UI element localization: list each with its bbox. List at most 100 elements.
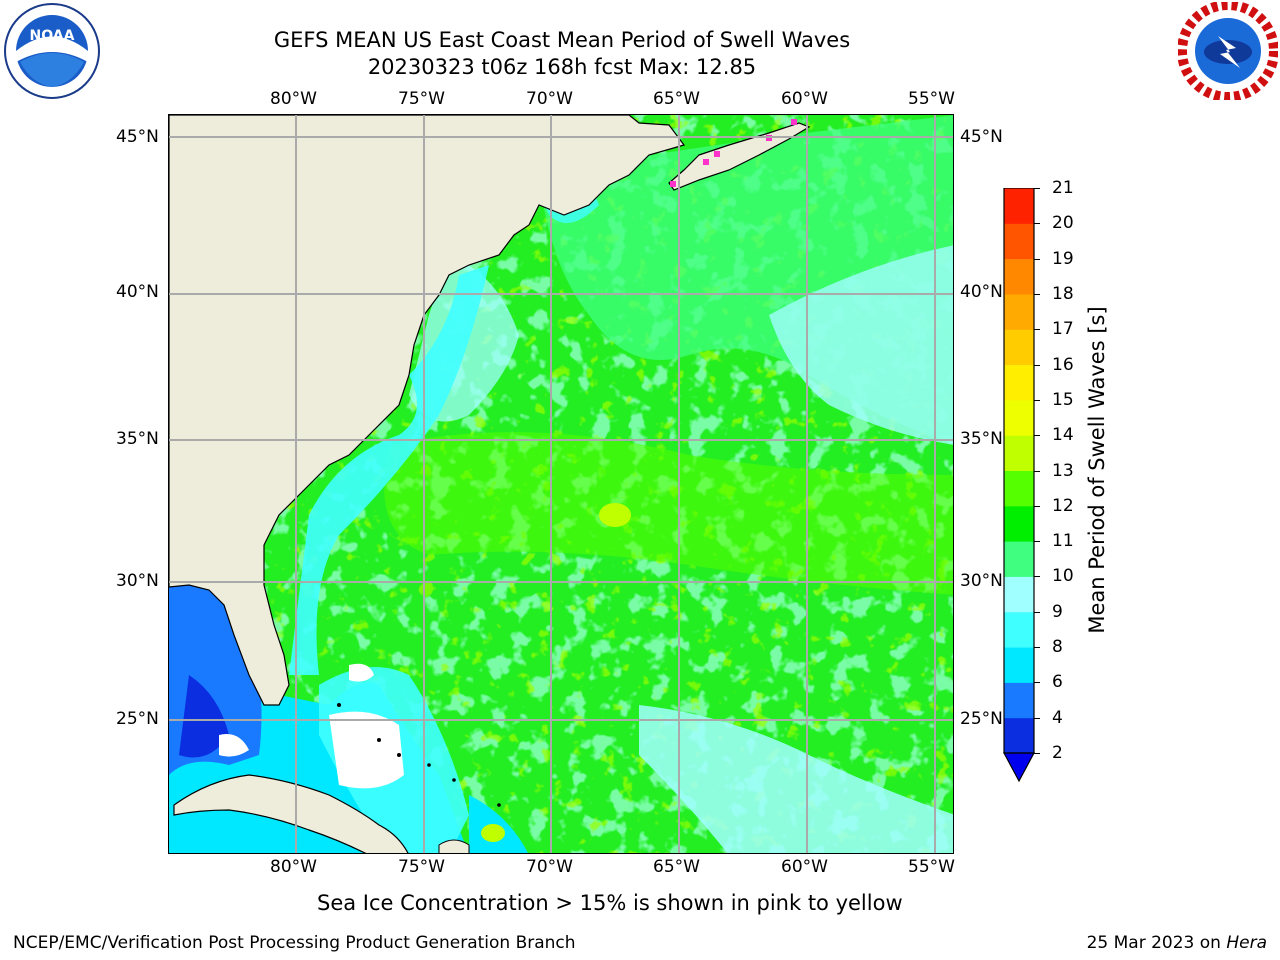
colorbar-segment [1004, 541, 1034, 577]
colorbar-tick-label: 21 [1052, 178, 1074, 198]
no-data-bahamas [329, 711, 404, 789]
lon-label-top: 65°W [653, 89, 700, 109]
colorbar-segment [1004, 258, 1034, 295]
colorbar-segment [1004, 188, 1034, 224]
colorbar-tick-mark [1034, 223, 1040, 225]
colorbar-tick-mark [1034, 470, 1040, 472]
colorbar-segment [1004, 223, 1034, 260]
colorbar-tick-mark [1034, 647, 1040, 649]
lat-label-right: 30°N [960, 571, 1003, 591]
lon-label-top: 55°W [908, 89, 955, 109]
lon-label-bottom: 65°W [653, 857, 700, 877]
colorbar-tick-label: 12 [1052, 495, 1074, 516]
ocean-region-gulf-deep-blue [179, 675, 229, 758]
colorbar-label: Mean Period of Swell Waves [s] [1085, 306, 1109, 634]
sea-ice-marker [714, 151, 720, 157]
colorbar-tick-mark [1034, 188, 1040, 189]
graticule [169, 115, 953, 853]
island-dot-6 [497, 803, 501, 807]
colorbar-tick-label: 15 [1052, 389, 1074, 410]
colorbar-segment [1004, 399, 1034, 436]
colorbar-segment [1004, 611, 1034, 648]
colorbar-tick-label: 16 [1052, 354, 1074, 375]
colorbar-segment [1004, 364, 1034, 401]
colorbar-tick-label: 10 [1052, 566, 1074, 587]
sea-ice-caption: Sea Ice Concentration > 15% is shown in … [317, 891, 903, 915]
colorbar-segment [1004, 717, 1034, 754]
land-hispaniola [438, 839, 470, 853]
colorbar-tick-label: 20 [1052, 213, 1074, 234]
colorbar-tick-mark [1034, 541, 1040, 543]
colorbar-tick-mark [1034, 753, 1040, 754]
colorbar-tick-mark [1034, 576, 1040, 578]
colorbar-ticks: 2 4 6 8 9 10 11 12 13 14 15 16 17 18 19 20 21 [1034, 178, 1080, 778]
sea-ice-marker [791, 119, 797, 125]
ocean-region-coastal-cyan [289, 265, 489, 675]
lon-label-bottom: 60°W [781, 857, 828, 877]
colorbar-tick-label: 17 [1052, 319, 1074, 340]
colorbar-tick-label: 8 [1052, 637, 1063, 658]
colorbar-tick-mark [1034, 329, 1040, 331]
chart-title-line2: 20230323 t06z 168h fcst Max: 12.85 [367, 55, 757, 79]
ocean-region-pale-cyan-south [639, 705, 953, 853]
ocean-region-yellow-green-center [384, 432, 953, 595]
lon-label-top: 80°W [270, 89, 317, 109]
lon-label-top: 70°W [526, 89, 573, 109]
colorbar-tick-mark [1034, 258, 1040, 260]
colorbar-tick-label: 19 [1052, 248, 1074, 269]
colorbar-tick-mark [1034, 682, 1040, 684]
island-dot-1 [337, 703, 341, 707]
colorbar-segment [1004, 293, 1034, 330]
no-data-bahamas-2 [349, 663, 374, 682]
colorbar-tick-label: 6 [1052, 672, 1063, 693]
lat-label-right: 35°N [960, 429, 1003, 449]
colorbar-svg [1002, 187, 1036, 783]
island-dot-2 [377, 738, 381, 742]
lat-label-left: 25°N [116, 709, 159, 729]
nws-logo [1177, 0, 1279, 102]
map-canvas [169, 115, 953, 853]
colorbar-tick-label: 11 [1052, 531, 1074, 552]
colorbar-tick-mark [1034, 611, 1040, 613]
sea-ice-marker [703, 159, 709, 165]
colorbar-tick-label: 14 [1052, 425, 1074, 446]
colorbar-tick-label: 4 [1052, 707, 1063, 728]
land-cuba [173, 774, 409, 853]
lat-label-left: 30°N [116, 571, 159, 591]
lat-label-right: 25°N [960, 709, 1003, 729]
colorbar-tick-mark [1034, 505, 1040, 507]
colorbar-segment [1004, 435, 1034, 471]
land-nova-scotia [668, 122, 811, 191]
lon-label-top: 60°W [781, 89, 828, 109]
colorbar-tick-mark [1034, 435, 1040, 437]
no-data-gulf [219, 734, 249, 757]
lat-label-right: 45°N [960, 127, 1003, 147]
lon-label-bottom: 55°W [908, 857, 955, 877]
noaa-logo: NOAA [2, 2, 102, 100]
lon-label-bottom: 80°W [270, 857, 317, 877]
footer-machine: Hera [1226, 933, 1267, 953]
colorbar-tick-mark [1034, 293, 1040, 295]
ocean-max-patch [599, 503, 631, 527]
ocean-patch-yellow-south [481, 824, 505, 842]
colorbar-under-arrow [1002, 752, 1036, 783]
colorbar-tick-label: 13 [1052, 460, 1074, 481]
colorbar-segment [1004, 470, 1034, 507]
lat-label-right: 40°N [960, 282, 1003, 302]
noaa-logo-text: NOAA [30, 28, 75, 44]
footer-org: NCEP/EMC/Verification Post Processing Pr… [13, 933, 576, 953]
map-panel [168, 114, 954, 854]
sea-ice-marker [670, 181, 676, 187]
land-us-east-coast [169, 115, 686, 706]
island-dot-4 [427, 763, 431, 767]
colorbar-tick-label: 18 [1052, 283, 1074, 304]
lon-label-bottom: 75°W [398, 857, 445, 877]
lat-label-left: 40°N [116, 282, 159, 302]
colorbar-tick-mark [1034, 717, 1040, 719]
lon-label-bottom: 70°W [526, 857, 573, 877]
island-dot-5 [452, 778, 456, 782]
colorbar [1002, 187, 1036, 788]
colorbar-segment [1004, 647, 1034, 683]
island-dot-3 [397, 753, 401, 757]
colorbar-segment [1004, 682, 1034, 719]
